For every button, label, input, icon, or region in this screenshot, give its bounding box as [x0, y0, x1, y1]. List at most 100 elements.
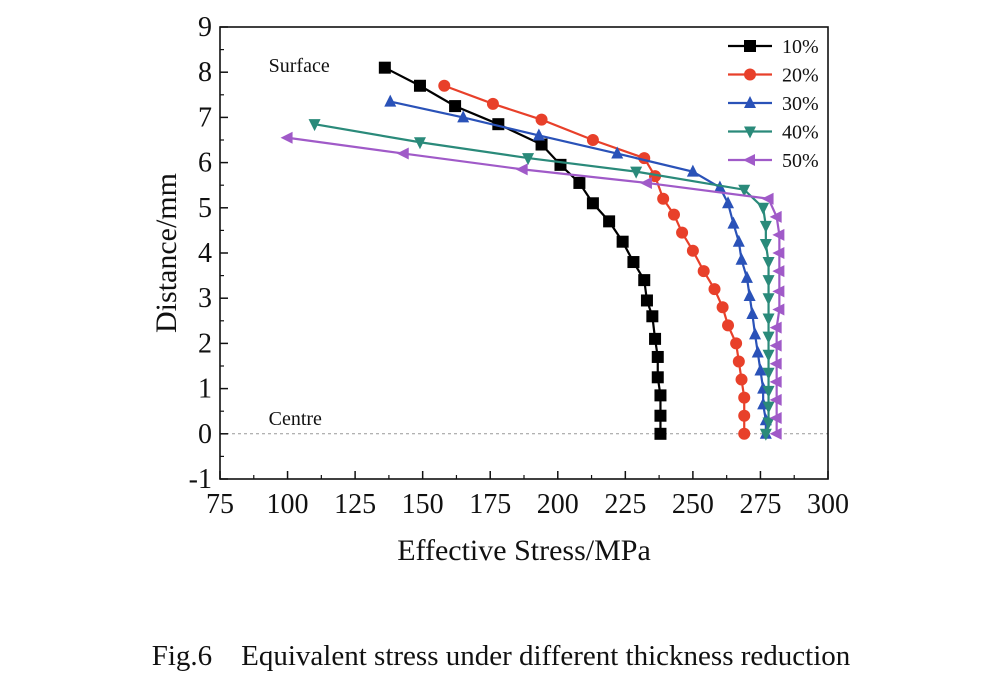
- data-point: [727, 216, 740, 229]
- data-point: [762, 293, 775, 306]
- x-tick-label: 200: [537, 489, 579, 520]
- data-point: [769, 339, 782, 352]
- data-point: [762, 331, 775, 344]
- data-point: [749, 327, 762, 340]
- data-point: [757, 202, 770, 215]
- legend-label: 30%: [782, 93, 819, 115]
- data-point: [651, 350, 664, 363]
- data-point: [769, 321, 782, 334]
- x-tick-label: 150: [402, 489, 444, 520]
- data-point: [762, 367, 775, 380]
- data-point: [759, 428, 772, 441]
- data-point: [769, 393, 782, 406]
- data-point: [732, 355, 745, 368]
- x-axis-label: Effective Stress/MPa: [397, 534, 651, 567]
- data-point: [413, 137, 426, 150]
- x-tick-label: 300: [807, 489, 849, 520]
- data-point: [751, 345, 764, 358]
- legend-marker: [743, 154, 755, 166]
- data-point: [697, 265, 710, 278]
- plot-area: [220, 61, 828, 441]
- legend-item: 50%: [728, 150, 819, 172]
- data-point: [657, 192, 670, 205]
- data-point: [396, 147, 409, 160]
- annotation-label: Surface: [269, 55, 330, 77]
- data-point: [769, 427, 782, 440]
- data-point: [722, 319, 735, 332]
- data-point: [492, 118, 505, 131]
- legend-label: 20%: [782, 65, 819, 87]
- data-point: [384, 94, 397, 107]
- data-point: [280, 131, 293, 144]
- data-point: [522, 153, 535, 166]
- data-point: [735, 252, 748, 265]
- data-point: [769, 375, 782, 388]
- data-point: [638, 274, 651, 287]
- y-axis-label: Distance/mm: [150, 173, 183, 333]
- series-5: [280, 131, 785, 440]
- data-point: [515, 163, 528, 176]
- data-point: [722, 196, 735, 209]
- data-point: [438, 79, 451, 92]
- data-point: [708, 283, 721, 296]
- data-point: [640, 294, 653, 307]
- data-point: [759, 238, 772, 251]
- data-point: [762, 349, 775, 362]
- annotation-label: Centre: [269, 408, 322, 430]
- axes: 75 100 125 150 175 200 225 250 275 300 -1 0 1 2 3 4 5 6 7 8…: [189, 12, 849, 520]
- legend-item: 30%: [728, 93, 819, 115]
- data-point: [738, 184, 751, 197]
- data-point: [738, 427, 751, 440]
- data-point: [686, 244, 699, 257]
- series-2: [438, 79, 751, 440]
- data-point: [762, 257, 775, 270]
- data-point: [649, 332, 662, 345]
- legend-marker: [744, 126, 756, 139]
- data-point: [762, 401, 775, 414]
- series-line: [390, 100, 767, 434]
- x-tick-label: 275: [739, 489, 781, 520]
- series-3: [384, 94, 772, 439]
- legend-marker: [744, 40, 756, 52]
- legend-item: 40%: [728, 122, 819, 144]
- data-point: [532, 128, 545, 141]
- data-point: [649, 170, 662, 183]
- data-point: [449, 100, 462, 113]
- x-tick-label: 75: [206, 489, 234, 520]
- legend-item: 20%: [728, 65, 819, 87]
- data-point: [762, 313, 775, 326]
- legend: 10% 20% 30% 40% 50%: [728, 36, 819, 172]
- data-point: [611, 146, 624, 159]
- y-tick-label: 9: [198, 12, 212, 43]
- data-point: [762, 385, 775, 398]
- data-point: [646, 310, 659, 323]
- data-point: [654, 409, 667, 422]
- data-point: [769, 357, 782, 370]
- data-point: [457, 110, 470, 123]
- data-point: [772, 247, 785, 259]
- y-tick-label: 2: [198, 328, 212, 359]
- data-point: [772, 265, 785, 278]
- data-point: [762, 275, 775, 288]
- data-point: [378, 61, 391, 74]
- data-point: [535, 113, 548, 126]
- y-tick-label: 8: [198, 57, 212, 88]
- data-point: [746, 307, 759, 320]
- legend-marker: [744, 68, 756, 81]
- y-tick-label: 3: [198, 283, 212, 314]
- data-point: [535, 138, 548, 151]
- data-point: [762, 417, 775, 430]
- data-point: [743, 288, 756, 301]
- data-point: [754, 363, 767, 376]
- data-point: [413, 79, 426, 92]
- data-point: [716, 301, 729, 314]
- data-point: [308, 119, 321, 132]
- data-point: [616, 235, 629, 248]
- data-point: [654, 427, 667, 440]
- data-point: [772, 285, 785, 298]
- data-point: [735, 373, 748, 386]
- x-tick-label: 100: [267, 489, 309, 520]
- figure-caption: Fig.6 Equivalent stress under different …: [151, 640, 851, 672]
- data-point: [759, 220, 772, 233]
